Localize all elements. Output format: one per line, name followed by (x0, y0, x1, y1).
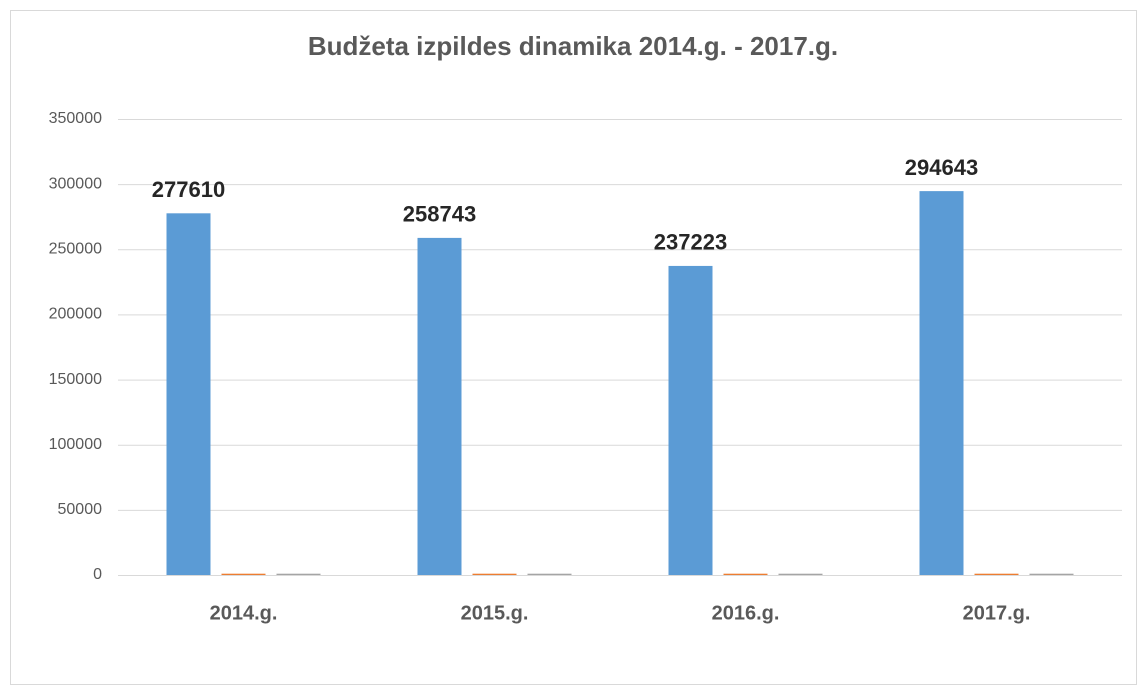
bar (974, 573, 1019, 575)
bar (417, 237, 462, 575)
x-tick-label: 2016.g. (712, 602, 780, 624)
x-tick-label: 2017.g. (963, 602, 1031, 624)
y-tick-label: 150000 (49, 371, 102, 388)
bar (723, 573, 768, 575)
bar (527, 573, 572, 575)
bar (1029, 573, 1074, 575)
bar (472, 573, 517, 575)
bar (276, 573, 321, 575)
bar (166, 213, 211, 575)
y-tick-label: 50000 (58, 501, 103, 518)
y-tick-label: 100000 (49, 436, 102, 453)
bar (919, 191, 964, 576)
y-tick-label: 250000 (49, 241, 102, 258)
data-label: 294643 (905, 155, 978, 180)
chart-title: Budžeta izpildes dinamika 2014.g. - 2017… (308, 31, 838, 61)
bar (668, 265, 713, 575)
data-label: 277610 (152, 177, 225, 202)
y-tick-label: 350000 (49, 110, 102, 127)
bar (778, 573, 823, 575)
x-tick-label: 2014.g. (210, 602, 278, 624)
data-label: 258743 (403, 202, 476, 227)
y-tick-label: 200000 (49, 306, 102, 323)
data-label: 237223 (654, 230, 727, 255)
y-tick-label: 300000 (49, 175, 102, 192)
x-tick-label: 2015.g. (461, 602, 529, 624)
bar (221, 573, 266, 575)
y-tick-label: 0 (93, 566, 102, 583)
